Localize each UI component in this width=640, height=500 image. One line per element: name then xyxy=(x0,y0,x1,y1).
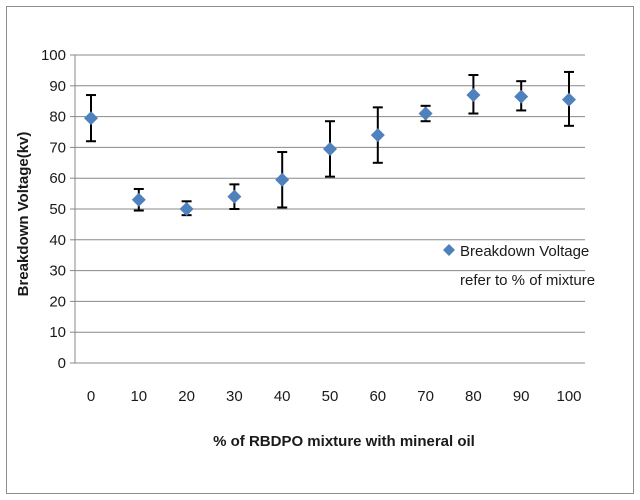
y-tick-label: 0 xyxy=(58,355,66,372)
y-tick-labels: 0 10 20 30 40 50 60 70 80 90 100 xyxy=(41,47,66,372)
axes xyxy=(70,54,585,364)
y-tick-label: 80 xyxy=(49,109,66,126)
data-point xyxy=(370,128,385,143)
gridlines xyxy=(75,54,585,333)
y-tick-label: 70 xyxy=(49,139,66,156)
data-point xyxy=(514,89,529,104)
data-point xyxy=(131,192,146,207)
y-axis-title: Breakdown Voltage(kv) xyxy=(15,132,32,297)
x-tick-label: 20 xyxy=(178,388,195,405)
chart-frame xyxy=(6,6,634,494)
legend: Breakdown Voltage refer to % of mixture xyxy=(443,243,595,289)
x-tick-label: 40 xyxy=(274,388,291,405)
data-point xyxy=(562,92,576,107)
x-tick-label: 70 xyxy=(417,388,434,405)
x-tick-label: 60 xyxy=(369,388,386,405)
data-point xyxy=(227,189,242,204)
data-point xyxy=(179,202,194,216)
x-tick-label: 90 xyxy=(513,388,530,405)
y-tick-label: 100 xyxy=(41,47,66,64)
x-tick-label: 80 xyxy=(465,388,482,405)
x-tick-label: 0 xyxy=(87,388,95,405)
x-tick-label: 50 xyxy=(322,388,339,405)
y-tick-label: 20 xyxy=(49,293,66,310)
x-tick-label: 30 xyxy=(226,388,243,405)
data-points xyxy=(84,88,576,216)
x-tick-label: 10 xyxy=(130,388,147,405)
legend-label-line-2: refer to % of mixture xyxy=(460,272,595,289)
y-tick-label: 90 xyxy=(49,78,66,95)
data-point xyxy=(84,111,98,126)
y-tick-label: 10 xyxy=(49,324,66,341)
data-point xyxy=(418,106,433,121)
x-tick-labels: 0 10 20 30 40 50 60 70 80 90 100 xyxy=(87,388,582,405)
legend-marker xyxy=(443,244,455,256)
data-point xyxy=(466,88,481,103)
data-point xyxy=(323,141,337,156)
legend-label-line-1: Breakdown Voltage xyxy=(460,243,589,260)
y-tick-label: 50 xyxy=(49,201,66,218)
x-tick-label: 100 xyxy=(556,388,581,405)
y-tick-label: 30 xyxy=(49,263,66,280)
y-tick-label: 60 xyxy=(49,170,66,187)
data-point xyxy=(275,172,290,187)
x-axis-title: % of RBDPO mixture with mineral oil xyxy=(213,433,475,450)
y-tick-label: 40 xyxy=(49,232,66,249)
